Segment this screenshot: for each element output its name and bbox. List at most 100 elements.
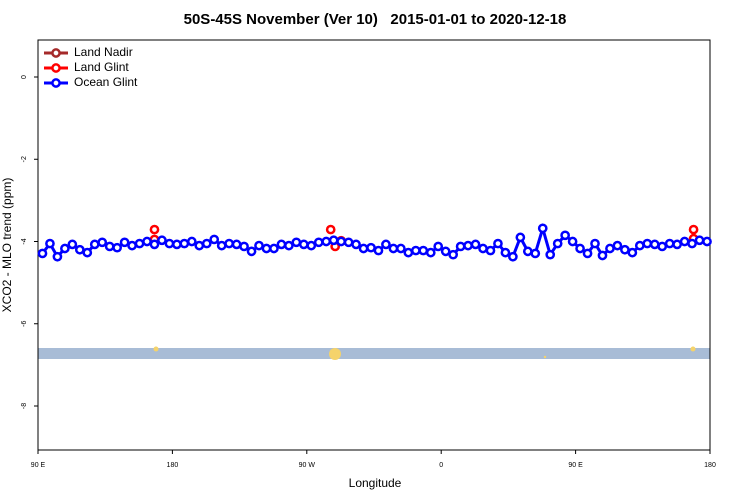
data-point xyxy=(164,238,175,249)
land-mark xyxy=(153,346,159,352)
data-point xyxy=(634,240,645,251)
data-point xyxy=(381,239,391,250)
data-point xyxy=(620,244,630,255)
data-point xyxy=(500,247,511,258)
data-point xyxy=(463,240,473,251)
y-tick-label: -4 xyxy=(21,238,28,244)
data-point xyxy=(119,237,130,248)
data-point xyxy=(172,239,182,250)
data-point xyxy=(127,240,137,251)
data-point xyxy=(702,236,712,247)
x-tick-label: 180 xyxy=(167,462,179,469)
data-point xyxy=(440,246,451,257)
data-point xyxy=(575,243,585,254)
data-point xyxy=(410,245,421,256)
data-point xyxy=(194,240,205,251)
x-tick-label: 90 E xyxy=(31,462,46,469)
data-point xyxy=(403,247,414,258)
data-point xyxy=(134,238,145,249)
land-mark xyxy=(543,355,547,359)
data-point xyxy=(254,240,264,251)
data-point xyxy=(306,240,317,251)
data-point xyxy=(425,247,436,258)
data-point xyxy=(89,239,100,250)
data-point xyxy=(74,244,85,255)
x-tick-label: 90 E xyxy=(568,462,583,469)
data-point xyxy=(642,238,653,249)
data-point xyxy=(298,239,309,250)
data-point xyxy=(612,240,623,251)
data-point xyxy=(470,239,481,250)
legend-label: Ocean Glint xyxy=(74,75,138,89)
land-band xyxy=(38,348,710,359)
data-point xyxy=(522,246,533,257)
land-mark xyxy=(329,348,341,360)
data-point xyxy=(261,243,272,254)
data-point xyxy=(37,248,48,259)
data-point xyxy=(694,235,705,246)
data-point xyxy=(186,236,197,247)
data-point xyxy=(366,242,376,253)
data-point xyxy=(455,241,466,252)
data-point xyxy=(82,247,93,258)
data-point xyxy=(485,245,496,256)
data-point xyxy=(530,248,541,259)
data-point xyxy=(328,235,339,246)
data-point xyxy=(104,241,115,252)
data-point xyxy=(537,223,548,234)
data-point xyxy=(179,238,190,249)
data-point xyxy=(508,251,518,262)
data-point xyxy=(67,239,78,250)
data-point xyxy=(688,224,699,235)
legend-label: Land Glint xyxy=(74,60,129,74)
data-point xyxy=(201,238,212,249)
data-point xyxy=(590,238,600,249)
data-point xyxy=(433,241,444,252)
data-point xyxy=(687,238,697,249)
data-point xyxy=(605,243,615,254)
data-point xyxy=(269,243,279,254)
x-tick-label: 0 xyxy=(439,462,443,469)
data-point xyxy=(45,238,55,249)
data-point xyxy=(276,239,287,250)
data-point xyxy=(679,236,690,247)
data-point xyxy=(291,237,302,248)
data-point xyxy=(149,239,160,250)
chart-title: 50S-45S November (Ver 10) 2015-01-01 to … xyxy=(184,11,567,28)
data-point xyxy=(321,236,332,247)
x-tick-label: 180 xyxy=(704,462,716,469)
legend-marker xyxy=(51,63,61,73)
legend-marker xyxy=(51,48,61,58)
y-axis-label: XCO2 - MLO trend (ppm) xyxy=(0,178,14,313)
data-point xyxy=(597,250,608,261)
data-point xyxy=(336,236,346,247)
data-point xyxy=(246,246,257,257)
data-point xyxy=(157,235,167,246)
data-point xyxy=(373,245,384,256)
data-point xyxy=(149,224,160,235)
data-point xyxy=(388,243,399,254)
data-point xyxy=(552,238,563,249)
data-point xyxy=(396,243,406,254)
legend-marker xyxy=(51,78,61,88)
data-point xyxy=(325,224,336,235)
data-point xyxy=(567,236,578,247)
data-point xyxy=(493,238,503,249)
data-point xyxy=(216,240,227,251)
data-point xyxy=(545,249,556,260)
data-point xyxy=(209,234,220,245)
data-point xyxy=(112,242,122,253)
land-mark xyxy=(690,346,696,352)
legend-label: Land Nadir xyxy=(74,45,133,59)
data-point xyxy=(351,239,361,250)
data-point xyxy=(343,237,354,248)
x-axis-label: Longitude xyxy=(349,476,402,490)
y-tick-label: -2 xyxy=(21,156,28,162)
data-point xyxy=(418,245,429,256)
data-point xyxy=(142,236,152,247)
data-point xyxy=(448,249,458,260)
y-tick-label: -6 xyxy=(21,321,28,327)
data-point xyxy=(313,237,324,248)
y-tick-label: 0 xyxy=(21,75,28,79)
